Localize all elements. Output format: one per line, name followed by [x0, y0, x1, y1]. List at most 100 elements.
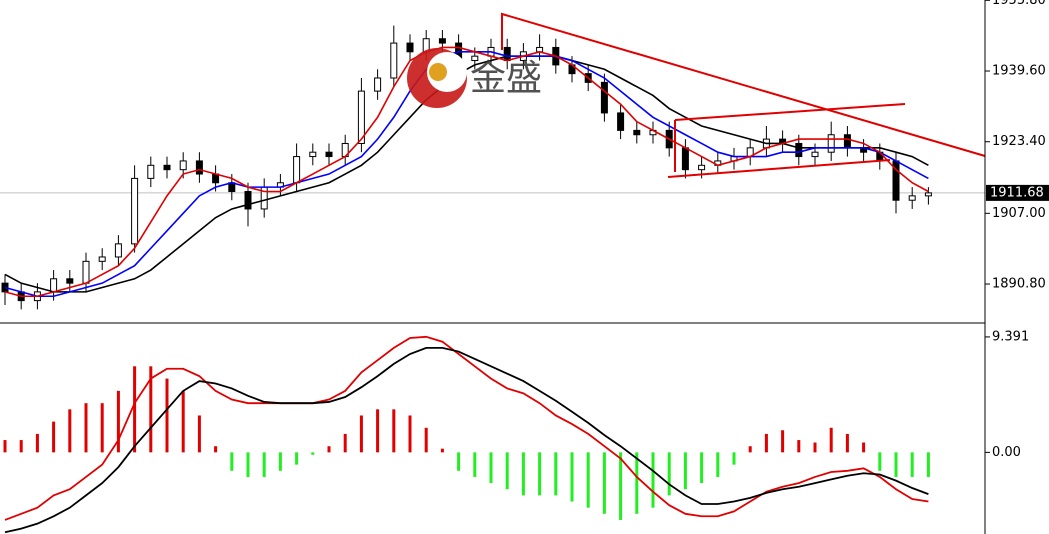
histogram-bar — [3, 440, 7, 453]
histogram-bar — [424, 427, 428, 453]
histogram-bar — [68, 409, 72, 453]
candle-body — [325, 151, 333, 158]
histogram-bar — [878, 452, 882, 471]
histogram-bar — [602, 452, 606, 514]
histogram-bar — [748, 446, 752, 453]
ma-line — [4, 51, 929, 298]
candle-body — [50, 278, 58, 293]
histogram-bar — [700, 452, 704, 484]
histogram-bar — [926, 452, 930, 477]
histogram-bar — [797, 440, 801, 453]
histogram-bar — [667, 452, 671, 496]
histogram-bar — [505, 452, 509, 490]
histogram-bar — [635, 452, 639, 514]
histogram-bar — [392, 409, 396, 453]
histogram-bar — [295, 452, 299, 465]
histogram-bar — [35, 433, 39, 453]
histogram-bar — [359, 415, 363, 453]
candle-body — [244, 190, 252, 210]
y-tick-label: 1890.80 — [992, 277, 1046, 292]
candle-body — [293, 156, 301, 184]
y-tick-label: 9.391 — [992, 329, 1029, 344]
histogram-bar — [732, 452, 736, 465]
last-price-label: 1911.68 — [990, 185, 1044, 200]
histogram-bar — [829, 427, 833, 453]
histogram-bar — [781, 430, 785, 453]
watermark-text: 金盛 — [470, 58, 542, 99]
y-tick-label: 0.00 — [992, 445, 1021, 460]
histogram-bar — [683, 452, 687, 490]
candle-body — [698, 164, 706, 171]
histogram-bar — [619, 452, 623, 520]
histogram-bar — [716, 452, 720, 477]
candle-body — [131, 177, 139, 245]
candle-body — [617, 112, 625, 131]
histogram-bar — [440, 448, 444, 453]
histogram-bar — [84, 403, 88, 453]
histogram-bar — [197, 415, 201, 453]
histogram-bar — [278, 452, 282, 471]
histogram-bar — [19, 440, 23, 453]
histogram-bar — [862, 442, 866, 453]
candle-body — [374, 77, 382, 92]
histogram-bar — [554, 452, 558, 496]
candle-body — [309, 151, 317, 158]
macd-line — [4, 346, 929, 534]
histogram-bar — [100, 403, 104, 453]
histogram-bar — [214, 446, 218, 453]
histogram-bar — [116, 390, 120, 453]
watermark: 金盛 — [407, 48, 542, 108]
histogram-bar — [651, 452, 655, 508]
y-tick-label: 1939.60 — [992, 64, 1046, 79]
channel-top — [674, 103, 906, 121]
histogram-bar — [586, 452, 590, 508]
candle-body — [179, 160, 187, 171]
candle-body — [795, 142, 803, 158]
candle-body — [390, 42, 398, 79]
histogram-bar — [570, 452, 574, 502]
candle-body — [82, 260, 90, 284]
candle-body — [406, 42, 414, 53]
candle-body — [163, 164, 171, 171]
histogram-bar — [845, 433, 849, 453]
candle-body — [681, 147, 689, 171]
last-price-box — [986, 184, 1049, 201]
histogram-bar — [894, 452, 898, 477]
candle-body — [843, 134, 851, 149]
histogram-bar — [457, 452, 461, 471]
ma-line — [4, 46, 929, 298]
candle-body — [438, 38, 446, 44]
histogram-bar — [489, 452, 493, 484]
y-tick-label: 1923.40 — [992, 134, 1046, 149]
histogram-bar — [343, 433, 347, 453]
histogram-bar — [376, 409, 380, 453]
histogram-bar — [408, 415, 412, 453]
histogram-bar — [181, 390, 185, 453]
histogram-bar — [910, 452, 914, 477]
histogram-bar — [133, 366, 137, 453]
candle-body — [827, 134, 835, 153]
histogram-bar — [246, 452, 250, 477]
histogram-bar — [165, 378, 169, 453]
candle-body — [147, 164, 155, 179]
channel-bottom — [667, 159, 891, 178]
candle-body — [195, 160, 203, 175]
candle-body — [357, 90, 365, 144]
candle-body — [66, 278, 74, 284]
histogram-bar — [813, 442, 817, 453]
histogram-bar — [52, 421, 56, 453]
candle-body — [908, 195, 916, 201]
histogram-bar — [764, 433, 768, 453]
trendline — [501, 12, 986, 157]
histogram-bar — [521, 452, 525, 496]
histogram-bar — [311, 452, 315, 455]
histogram-bar — [149, 366, 153, 453]
histogram-bar — [262, 452, 266, 477]
y-tick-label: 1907.00 — [992, 206, 1046, 221]
candle-body — [600, 81, 608, 114]
candle-body — [114, 243, 122, 258]
histogram-bar — [230, 452, 234, 471]
logo-dot — [429, 63, 447, 81]
